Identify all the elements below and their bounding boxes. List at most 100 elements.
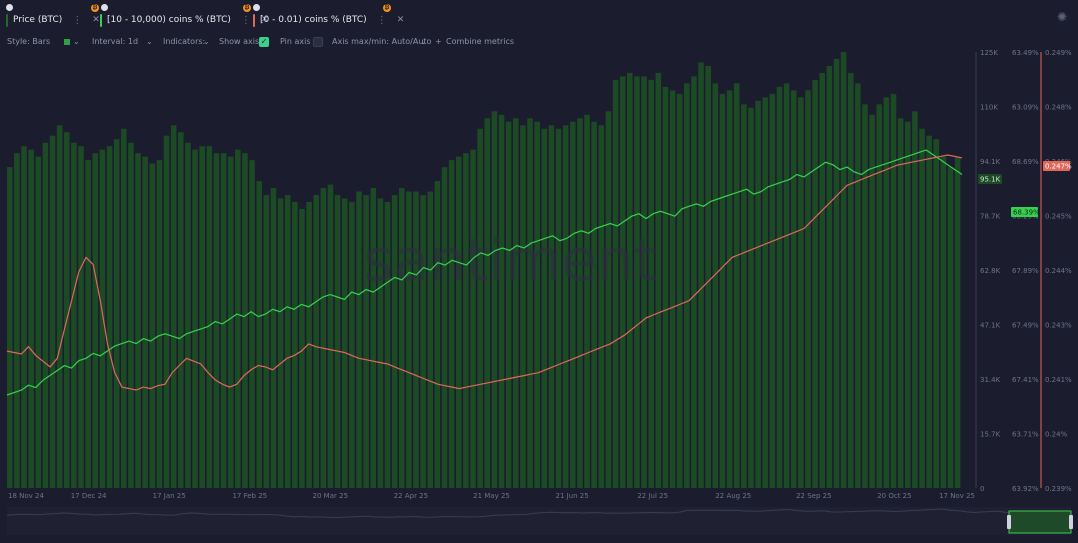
price-bar — [455, 156, 462, 488]
price-bar — [484, 118, 491, 489]
price-bar — [42, 142, 49, 488]
price-bar — [634, 76, 640, 489]
price-bar — [263, 195, 270, 488]
price-bar — [35, 156, 42, 488]
price-bar — [912, 111, 918, 489]
price-bar — [249, 160, 255, 488]
x-axis: 18 Nov 24 17 Dec 24 17 Jan 25 17 Feb 25 20 M… — [8, 492, 975, 500]
lock-icon — [6, 4, 13, 11]
close-icon[interactable]: ✕ — [260, 15, 269, 25]
chevron-down-icon[interactable]: ⌄ — [146, 37, 153, 46]
price-bar — [71, 142, 77, 488]
price-axis-tick: 47.1K — [980, 322, 1001, 330]
price-bar — [769, 93, 776, 489]
price-bar — [648, 79, 654, 489]
chevron-down-icon[interactable]: ⌄ — [73, 37, 80, 46]
price-bar — [755, 100, 761, 488]
plus-icon[interactable]: + — [435, 37, 442, 46]
price-bar — [798, 97, 804, 488]
tab-coins-10-10000[interactable]: [10 - 10,000) coins % (BTC) ⋮ ✕ — [100, 12, 268, 28]
price-bar — [726, 90, 733, 489]
price-bar — [933, 139, 940, 488]
price-bar — [99, 149, 106, 488]
price-current-tag: 95.1K — [980, 176, 1001, 184]
x-axis-tick: 22 Aug 25 — [715, 492, 751, 500]
x-axis-tick: 22 Apr 25 — [394, 492, 428, 500]
price-bar — [377, 198, 384, 488]
price-bar — [427, 191, 434, 488]
series-color-swatch — [253, 13, 255, 27]
coins-0-001-current-tag-bg — [1043, 161, 1070, 171]
price-bar — [85, 160, 91, 488]
combine-metrics-button[interactable]: Combine metrics — [446, 37, 515, 46]
price-bar — [227, 156, 234, 488]
navigator-track — [7, 507, 1071, 535]
price-bar — [334, 195, 341, 488]
coins-0-001-axis-tick: 0.243% — [1045, 322, 1072, 330]
price-bar — [926, 135, 932, 488]
tab-coins-0-001-label: [0 - 0.01) coins % (BTC) — [260, 15, 367, 25]
close-icon[interactable]: ✕ — [396, 15, 405, 25]
price-bar — [306, 201, 312, 489]
gear-icon[interactable]: ✺ — [1056, 10, 1068, 24]
price-bar — [441, 167, 448, 488]
indicators-select[interactable]: Indicators: — [163, 37, 206, 46]
chevron-down-icon[interactable]: ⌄ — [203, 37, 210, 46]
interval-select[interactable]: Interval: 1d — [92, 37, 139, 46]
range-navigator[interactable] — [6, 507, 1073, 535]
pin-axis-checkbox[interactable] — [313, 37, 323, 47]
price-bars — [7, 52, 961, 489]
price-bar — [919, 128, 925, 489]
bar-color-swatch[interactable] — [64, 39, 70, 45]
more-icon[interactable]: ⋮ — [376, 14, 387, 26]
chevron-down-icon[interactable]: ⌄ — [420, 37, 427, 46]
price-bar — [284, 195, 291, 488]
price-bar — [391, 195, 398, 488]
price-axis: 0 15.7K 31.4K 47.1K 62.8K 78.7K 94.1K 110K 125K — [980, 49, 1001, 493]
price-bar — [413, 191, 419, 488]
coins-10-10000-axis-tick: 63.71% — [1012, 431, 1039, 439]
x-axis-tick: 22 Sep 25 — [796, 492, 831, 500]
coins-0-001-axis-tick: 0.244% — [1045, 267, 1072, 275]
close-icon[interactable]: ✕ — [92, 15, 100, 25]
price-bar — [577, 118, 583, 489]
x-axis-tick: 20 Oct 25 — [877, 492, 911, 500]
price-bar — [384, 201, 391, 489]
price-bar — [847, 72, 854, 489]
price-bar — [477, 128, 483, 489]
price-bar — [149, 163, 156, 488]
show-axis-checkbox[interactable]: ✓ — [259, 37, 269, 47]
price-bar — [185, 142, 191, 488]
x-axis-tick: 17 Nov 25 — [939, 492, 975, 500]
more-icon[interactable]: ⋮ — [240, 14, 251, 26]
price-axis-tick: 78.7K — [980, 213, 1001, 221]
series-color-swatch — [100, 13, 102, 27]
axis-max-min-select[interactable]: Axis max/min: Auto/Auto — [332, 37, 432, 46]
x-axis-tick: 18 Nov 24 — [8, 492, 44, 500]
more-icon[interactable]: ⋮ — [72, 14, 83, 26]
price-bar — [598, 125, 605, 488]
price-bar — [527, 118, 533, 489]
price-bar — [741, 104, 747, 488]
price-bar — [584, 114, 590, 488]
tab-coins-0-001[interactable]: [0 - 0.01) coins % (BTC) ⋮ ✕ — [253, 12, 404, 28]
tab-price[interactable]: Price (BTC) ⋮ ✕ — [6, 12, 100, 28]
price-bar — [363, 195, 369, 488]
style-select[interactable]: Style: Bars — [7, 37, 51, 46]
price-bar — [897, 118, 904, 489]
x-axis-tick: 21 Jun 25 — [555, 492, 588, 500]
navigator-handle-right — [1069, 515, 1073, 529]
price-bar — [206, 146, 213, 488]
price-bar — [748, 107, 754, 488]
price-bar — [370, 188, 376, 488]
price-bar — [940, 156, 947, 488]
pin-axis-label: Pin axis — [280, 37, 311, 46]
price-bar — [541, 128, 548, 489]
price-bar — [619, 76, 626, 489]
price-bar — [463, 153, 469, 488]
x-axis-tick: 17 Jan 25 — [153, 492, 186, 500]
price-bar — [605, 111, 612, 489]
price-bar — [491, 111, 498, 489]
coins-0-001-axis-tick: 0.241% — [1045, 376, 1072, 384]
price-bar — [256, 181, 262, 488]
